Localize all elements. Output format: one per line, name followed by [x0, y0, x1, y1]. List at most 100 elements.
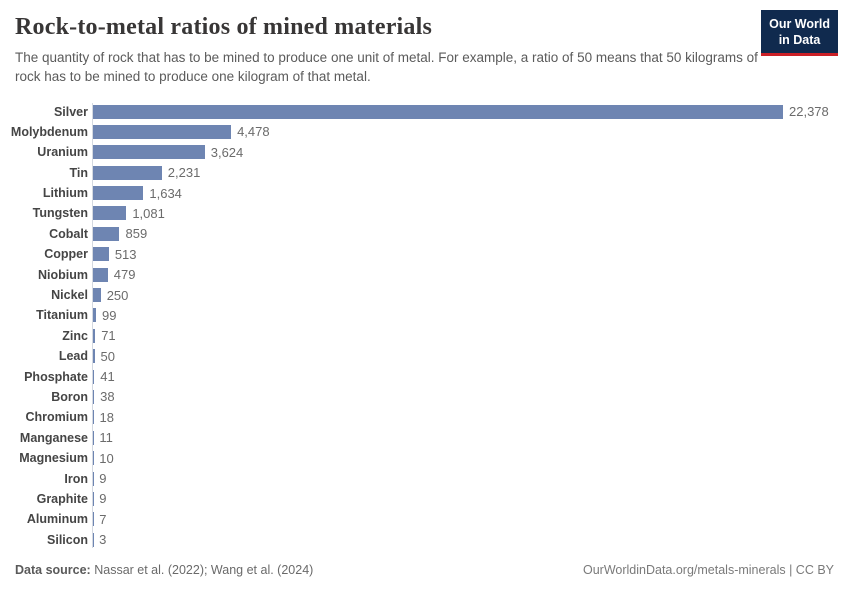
value-label: 11 [99, 430, 113, 446]
bar-row: Lithium 1,634 [0, 183, 850, 203]
value-label: 513 [114, 246, 137, 262]
bar[interactable] [93, 308, 97, 323]
category-label: Phosphate [24, 369, 88, 384]
bar[interactable] [93, 247, 109, 262]
chart-subtitle: The quantity of rock that has to be mine… [15, 50, 758, 85]
bar-zone: 250 [93, 288, 128, 303]
bar-row: Aluminum 7 [0, 509, 850, 529]
bar[interactable] [93, 226, 120, 241]
chart-footer: Data source: Nassar et al. (2022); Wang … [0, 563, 850, 577]
value-label: 41 [100, 369, 115, 385]
bar[interactable] [93, 288, 101, 303]
value-label: 22,378 [789, 104, 829, 119]
category-label: Molybdenum [10, 124, 88, 139]
bar[interactable] [93, 389, 95, 404]
bar-zone: 1,081 [93, 206, 165, 221]
category-label: Tungsten [32, 206, 88, 221]
bar-zone: 71 [93, 328, 116, 343]
bar-zone: 9 [93, 471, 107, 486]
value-label: 3,624 [210, 144, 244, 160]
value-label: 9 [99, 471, 107, 487]
bar[interactable] [93, 267, 108, 282]
owid-url-license-link[interactable]: OurWorldinData.org/metals-minerals | CC … [582, 562, 834, 577]
bar-zone: 2,231 [93, 165, 200, 180]
value-label: 859 [125, 226, 148, 242]
bar-row: Chromium 18 [0, 407, 850, 427]
bar-zone: 479 [93, 267, 135, 282]
bar-zone: 513 [93, 247, 137, 262]
bar[interactable] [93, 328, 96, 343]
category-label: Silver [53, 104, 88, 119]
bar-row: Nickel 250 [0, 285, 850, 305]
bar[interactable] [93, 349, 95, 364]
bar-row: Tin 2,231 [0, 162, 850, 182]
category-label: Cobalt [49, 226, 88, 241]
bar-zone: 3,624 [93, 145, 243, 160]
bar[interactable] [93, 165, 162, 180]
value-label: 2,231 [167, 165, 201, 181]
category-label: Lithium [42, 186, 88, 201]
category-label: Lead [58, 349, 88, 364]
bar[interactable] [93, 369, 95, 384]
bar[interactable] [93, 186, 144, 201]
category-label: Magnesium [19, 451, 88, 466]
category-label: Boron [51, 389, 88, 404]
y-axis-line [92, 103, 93, 548]
bar-row: Uranium 3,624 [0, 142, 850, 162]
bar[interactable] [93, 145, 205, 160]
bar-zone: 3 [93, 532, 106, 547]
bar-zone: 10 [93, 451, 114, 466]
category-label: Chromium [25, 410, 89, 425]
bar-row: Manganese 11 [0, 428, 850, 448]
category-label: Uranium [37, 145, 88, 160]
category-label: Silicon [47, 532, 88, 547]
bar-row: Copper 513 [0, 244, 850, 264]
value-label: 4,478 [237, 124, 270, 140]
value-label: 50 [100, 348, 115, 364]
bar-row: Molybdenum 4,478 [0, 122, 850, 142]
value-label: 7 [99, 511, 107, 527]
bar-row: Tungsten 1,081 [0, 203, 850, 223]
bar-row: Boron 38 [0, 387, 850, 407]
value-label: 250 [106, 287, 129, 303]
category-label: Tin [69, 165, 88, 180]
bar-row: Magnesium 10 [0, 448, 850, 468]
value-label: 1,634 [149, 185, 182, 201]
bar-zone: 41 [93, 369, 115, 384]
value-label: 10 [99, 450, 114, 466]
bar-zone: 4,478 [93, 124, 270, 139]
value-label: 38 [100, 389, 115, 405]
bar-zone: 859 [93, 226, 147, 241]
category-label: Aluminum [26, 512, 88, 527]
bar-row: Lead 50 [0, 346, 850, 366]
bar[interactable] [93, 124, 232, 139]
bar-row: Cobalt 859 [0, 224, 850, 244]
bar-zone: 99 [93, 308, 117, 323]
category-label: Niobium [38, 267, 88, 282]
bar-zone: 22,378 [93, 104, 829, 119]
bar-zone: 1,634 [93, 186, 182, 201]
bar-zone: 9 [93, 491, 107, 506]
bar-zone: 18 [93, 410, 114, 425]
bar-zone: 7 [93, 512, 106, 527]
chart-title: Rock-to-metal ratios of mined materials [15, 14, 433, 40]
category-label: Copper [44, 247, 88, 262]
bar[interactable] [93, 410, 94, 425]
value-label: 18 [99, 409, 115, 425]
bar-chart: Silver 22,378 Molybdenum 4,478 Uranium 3,624 T… [0, 101, 850, 550]
category-label: Zinc [62, 328, 88, 343]
value-label: 71 [101, 328, 116, 344]
value-label: 479 [113, 267, 136, 283]
data-source-label: Data source: [15, 562, 91, 577]
data-source-text: Nassar et al. (2022); Wang et al. (2024) [94, 562, 314, 577]
bar[interactable] [93, 104, 783, 119]
value-label: 9 [99, 491, 107, 507]
bar-row: Phosphate 41 [0, 366, 850, 386]
bar-zone: 50 [93, 349, 115, 364]
owid-logo[interactable]: Our World in Data [761, 10, 838, 56]
bar-row: Zinc 71 [0, 326, 850, 346]
bar-row: Titanium 99 [0, 305, 850, 325]
bar-row: Graphite 9 [0, 489, 850, 509]
bar[interactable] [93, 206, 127, 221]
value-label: 3 [99, 532, 107, 548]
